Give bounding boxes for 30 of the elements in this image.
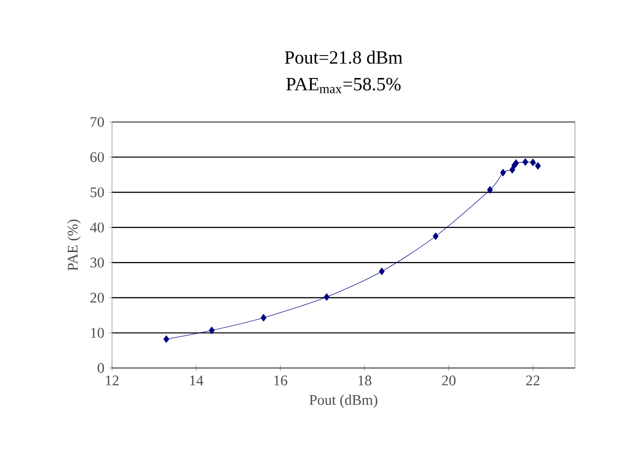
x-tick-label: 12 [106, 376, 119, 386]
x-tick-label: 18 [358, 376, 372, 386]
y-tick-label: 40 [90, 222, 104, 232]
y-tick-label: 10 [91, 328, 104, 338]
chart-subtitle: PAE$_{max}$=58.5% [286, 78, 401, 94]
point [163, 335, 170, 343]
point [260, 314, 266, 322]
y-axis-title: PAE (%) [67, 220, 81, 271]
point [487, 186, 493, 194]
y-tick-label: 60 [90, 152, 104, 162]
x-tick-label: 16 [274, 376, 288, 386]
point [509, 166, 516, 174]
point [530, 158, 536, 166]
y-tick-label: 20 [90, 292, 104, 303]
x-axis-title: Pout (dBm) [309, 394, 378, 408]
y-tick-label: 50 [90, 187, 104, 198]
point [522, 158, 528, 166]
y-tick-label: 30 [90, 258, 104, 268]
x-tick-label: 20 [442, 376, 456, 386]
y-tick-label: 0 [98, 363, 104, 373]
x-tick-label: 22 [526, 376, 540, 386]
point [535, 162, 541, 170]
point [324, 293, 330, 301]
point [432, 232, 439, 240]
point [378, 268, 385, 276]
point [208, 326, 215, 334]
x-tick-label: 14 [190, 376, 204, 386]
y-tick-label: 70 [90, 117, 104, 127]
chart-title: Pout=21.8 dBm [284, 50, 402, 64]
point [500, 168, 506, 176]
